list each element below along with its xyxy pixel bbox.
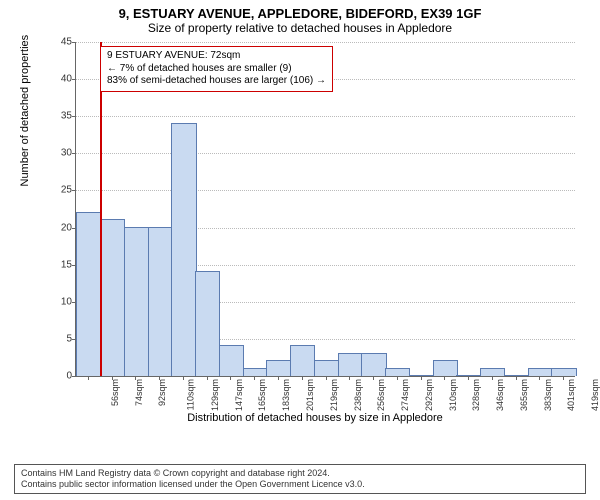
page-subtitle: Size of property relative to detached ho… xyxy=(0,21,600,35)
histogram-bar xyxy=(480,368,505,376)
footer-line: Contains public sector information licen… xyxy=(21,479,579,490)
histogram-bar xyxy=(361,353,386,376)
y-tick-label: 45 xyxy=(48,37,72,48)
gridline xyxy=(76,42,575,43)
x-tick-mark xyxy=(278,376,279,380)
info-box-line: ← 7% of detached houses are smaller (9) xyxy=(107,63,326,76)
x-tick-mark xyxy=(159,376,160,380)
x-tick-label: 74sqm xyxy=(134,379,144,406)
histogram-bar xyxy=(266,360,291,376)
y-tick-mark xyxy=(72,153,76,154)
x-tick-mark xyxy=(88,376,89,380)
x-tick-label: 274sqm xyxy=(400,379,410,411)
y-tick-label: 5 xyxy=(48,333,72,344)
x-tick-label: 419sqm xyxy=(590,379,600,411)
y-tick-label: 0 xyxy=(48,371,72,382)
y-tick-label: 20 xyxy=(48,222,72,233)
x-tick-mark xyxy=(230,376,231,380)
x-tick-label: 401sqm xyxy=(566,379,576,411)
histogram-bar xyxy=(148,227,173,376)
histogram-bar xyxy=(528,368,553,376)
x-tick-mark xyxy=(302,376,303,380)
y-tick-mark xyxy=(72,190,76,191)
y-tick-mark xyxy=(72,116,76,117)
histogram-bar xyxy=(219,345,244,376)
x-tick-mark xyxy=(183,376,184,380)
x-tick-label: 365sqm xyxy=(519,379,529,411)
x-tick-label: 292sqm xyxy=(424,379,434,411)
x-tick-label: 201sqm xyxy=(305,379,315,411)
x-tick-mark xyxy=(444,376,445,380)
histogram-bar xyxy=(195,271,220,376)
histogram-bar xyxy=(100,219,125,376)
page-title: 9, ESTUARY AVENUE, APPLEDORE, BIDEFORD, … xyxy=(0,6,600,21)
footer-line: Contains HM Land Registry data © Crown c… xyxy=(21,468,579,479)
y-tick-mark xyxy=(72,79,76,80)
x-tick-mark xyxy=(254,376,255,380)
histogram-bar xyxy=(433,360,458,376)
gridline xyxy=(76,116,575,117)
x-tick-mark xyxy=(135,376,136,380)
x-tick-mark xyxy=(563,376,564,380)
x-tick-mark xyxy=(516,376,517,380)
x-tick-label: 147sqm xyxy=(234,379,244,411)
x-tick-mark xyxy=(539,376,540,380)
x-axis-title: Distribution of detached houses by size … xyxy=(55,412,575,424)
histogram-bar xyxy=(551,368,576,376)
x-tick-mark xyxy=(112,376,113,380)
histogram-bar xyxy=(338,353,363,376)
histogram-bar xyxy=(171,123,196,376)
x-tick-label: 238sqm xyxy=(353,379,363,411)
info-box: 9 ESTUARY AVENUE: 72sqm ← 7% of detached… xyxy=(100,46,333,92)
plot-area: 05101520253035404556sqm74sqm92sqm110sqm1… xyxy=(75,42,575,377)
histogram-bar xyxy=(290,345,315,376)
info-box-line: 9 ESTUARY AVENUE: 72sqm xyxy=(107,50,326,63)
histogram-bar xyxy=(124,227,149,376)
gridline xyxy=(76,190,575,191)
x-tick-mark xyxy=(421,376,422,380)
x-tick-label: 219sqm xyxy=(329,379,339,411)
histogram-bar xyxy=(243,368,268,376)
y-tick-label: 10 xyxy=(48,296,72,307)
y-tick-mark xyxy=(72,42,76,43)
attribution-footer: Contains HM Land Registry data © Crown c… xyxy=(14,464,586,494)
y-tick-label: 15 xyxy=(48,259,72,270)
y-tick-label: 30 xyxy=(48,148,72,159)
histogram-chart: Number of detached properties 0510152025… xyxy=(55,42,575,422)
x-tick-mark xyxy=(468,376,469,380)
x-tick-label: 328sqm xyxy=(471,379,481,411)
x-tick-label: 383sqm xyxy=(543,379,553,411)
y-tick-label: 25 xyxy=(48,185,72,196)
histogram-bar xyxy=(385,368,410,376)
gridline xyxy=(76,153,575,154)
y-tick-label: 40 xyxy=(48,74,72,85)
x-tick-label: 310sqm xyxy=(448,379,458,411)
x-tick-mark xyxy=(207,376,208,380)
histogram-bar xyxy=(456,375,481,376)
x-tick-label: 183sqm xyxy=(281,379,291,411)
reference-line xyxy=(100,42,102,376)
histogram-bar xyxy=(314,360,339,376)
x-tick-mark xyxy=(326,376,327,380)
x-tick-label: 110sqm xyxy=(186,379,196,410)
y-tick-label: 35 xyxy=(48,111,72,122)
x-tick-label: 92sqm xyxy=(157,379,167,406)
x-tick-label: 256sqm xyxy=(376,379,386,411)
x-tick-label: 129sqm xyxy=(210,379,220,411)
x-tick-label: 165sqm xyxy=(257,379,267,411)
x-tick-label: 346sqm xyxy=(495,379,505,411)
x-tick-mark xyxy=(349,376,350,380)
x-tick-label: 56sqm xyxy=(110,379,120,406)
info-box-line: 83% of semi-detached houses are larger (… xyxy=(107,75,326,88)
x-tick-mark xyxy=(492,376,493,380)
x-tick-mark xyxy=(373,376,374,380)
x-tick-mark xyxy=(397,376,398,380)
y-axis-title: Number of detached properties xyxy=(19,35,31,187)
histogram-bar xyxy=(76,212,101,376)
y-tick-mark xyxy=(72,376,76,377)
